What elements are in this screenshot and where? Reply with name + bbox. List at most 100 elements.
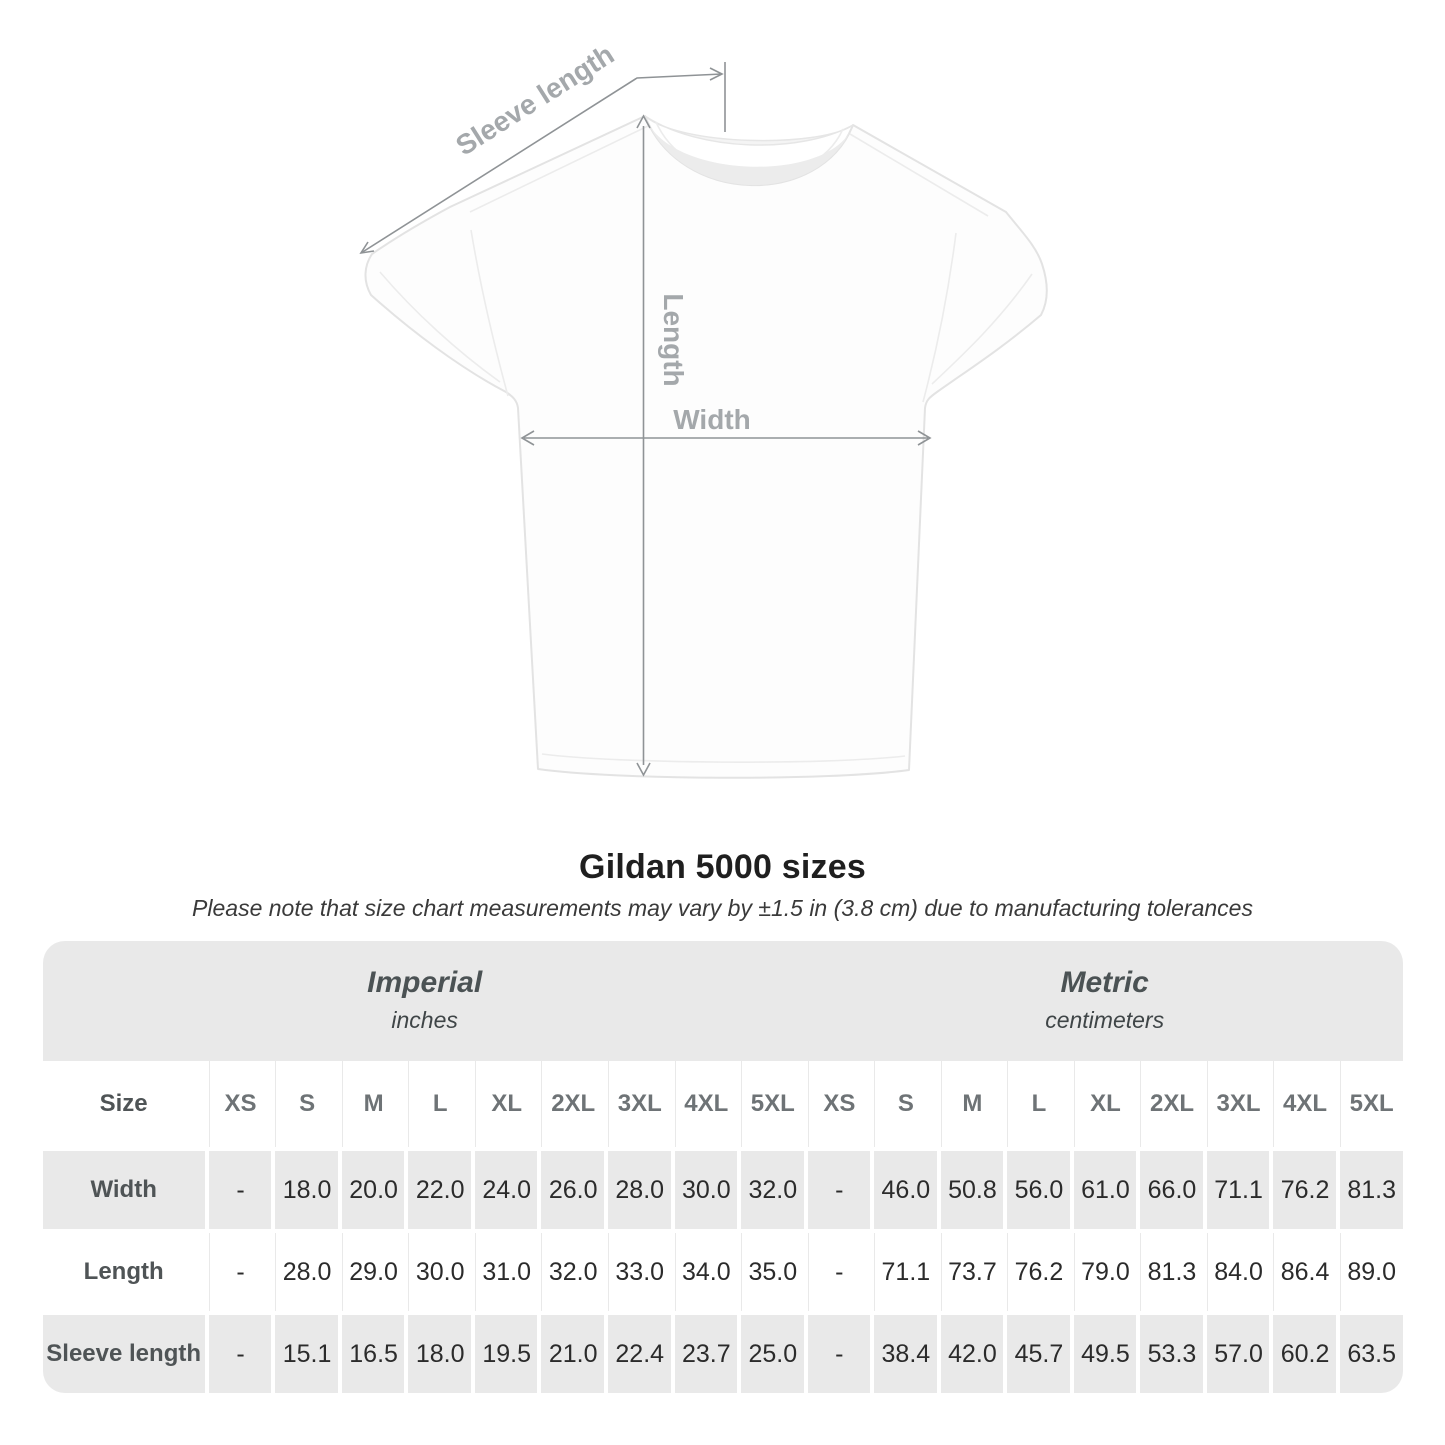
- unit-group-imperial: Imperial inches: [43, 941, 807, 1061]
- value-cell: 34.0: [674, 1233, 738, 1311]
- tshirt-measurement-diagram: Sleeve length Length Width: [359, 39, 1048, 779]
- value-cell: 84.0: [1206, 1233, 1270, 1311]
- metric-unit-label: centimeters: [1045, 1007, 1165, 1033]
- value-cell: 76.2: [1007, 1233, 1070, 1311]
- size-header-imperial-2xl: 2XL: [541, 1061, 604, 1147]
- value-cell: 23.7: [674, 1315, 738, 1393]
- row-label: Length: [83, 1258, 164, 1285]
- value-cell: 32.0: [741, 1151, 804, 1229]
- value-cell: 57.0: [1206, 1315, 1270, 1393]
- value-cell: 86.4: [1273, 1233, 1336, 1311]
- row-label: Sleeve length: [42, 1315, 205, 1393]
- value-cell: 53.3: [1140, 1315, 1203, 1393]
- value-cell: 16.5: [341, 1315, 405, 1393]
- value-cell: -: [807, 1315, 871, 1393]
- value-cell: 18.0: [275, 1151, 338, 1229]
- value-cell: 49.5: [1073, 1315, 1137, 1393]
- value-cell: 32.0: [541, 1233, 604, 1311]
- value-cell: 89.0: [1339, 1233, 1403, 1311]
- size-corner-header: Size: [99, 1090, 148, 1117]
- value-cell: 19.5: [474, 1315, 538, 1393]
- page-title: Gildan 5000 sizes: [579, 848, 866, 886]
- value-cell: 22.0: [408, 1151, 471, 1229]
- value-cell: 81.3: [1339, 1151, 1403, 1229]
- tshirt-collar-seam: [655, 121, 844, 179]
- size-table: Size XS S M L XL 2XL 3XL 4XL 5XL XS S M …: [42, 1057, 1403, 1393]
- tshirt-neck-opening: [645, 116, 853, 186]
- size-header-metric-xl: XL: [1073, 1061, 1137, 1147]
- size-header-metric-m: M: [940, 1061, 1004, 1147]
- value-cell: 28.0: [275, 1233, 338, 1311]
- value-cell: 21.0: [541, 1315, 604, 1393]
- length-label: Length: [658, 293, 689, 386]
- value-cell: 50.8: [940, 1151, 1004, 1229]
- unit-group-metric: Metric centimeters: [807, 941, 1403, 1061]
- tolerance-note: Please note that size chart measurements…: [192, 895, 1253, 921]
- size-header-imperial-xs: XS: [208, 1061, 272, 1147]
- size-header-imperial-xl: XL: [474, 1061, 538, 1147]
- size-header-metric-4xl: 4XL: [1273, 1061, 1336, 1147]
- value-cell: 18.0: [408, 1315, 471, 1393]
- tshirt-left-cuff-seam: [379, 271, 501, 383]
- value-cell: 25.0: [741, 1315, 804, 1393]
- tshirt-right-cuff-seam: [931, 273, 1033, 385]
- value-cell: 31.0: [474, 1233, 538, 1311]
- size-header-imperial-5xl: 5XL: [741, 1061, 804, 1147]
- value-cell: -: [208, 1315, 272, 1393]
- value-cell: 28.0: [607, 1151, 671, 1229]
- tshirt-illustration: Sleeve length Length Width: [359, 39, 1048, 779]
- width-label: Width: [673, 404, 751, 435]
- value-cell: 38.4: [874, 1315, 937, 1393]
- tshirt-back-collar: [644, 115, 854, 146]
- tshirt-right-shoulder-seam: [849, 133, 989, 217]
- value-cell: 15.1: [275, 1315, 338, 1393]
- table-row-width: Width - 18.0 20.0 22.0 24.0 26.0 28.0 30…: [42, 1151, 1403, 1229]
- value-cell: 81.3: [1140, 1233, 1203, 1311]
- value-cell: 60.2: [1273, 1315, 1336, 1393]
- tshirt-body: [364, 115, 1048, 779]
- size-header-metric-3xl: 3XL: [1206, 1061, 1270, 1147]
- size-header-metric-l: L: [1007, 1061, 1070, 1147]
- imperial-label: Imperial: [367, 966, 483, 999]
- value-cell: 56.0: [1007, 1151, 1070, 1229]
- size-header-metric-2xl: 2XL: [1140, 1061, 1203, 1147]
- value-cell: 29.0: [341, 1233, 405, 1311]
- unit-band: Imperial inches Metric centimeters: [42, 941, 1403, 1061]
- tshirt-hem-seam: [541, 753, 906, 763]
- size-header-metric-s: S: [874, 1061, 937, 1147]
- value-cell: -: [208, 1233, 272, 1311]
- value-cell: 24.0: [474, 1151, 538, 1229]
- row-label: Width: [42, 1151, 205, 1229]
- value-cell: 35.0: [741, 1233, 804, 1311]
- value-cell: 71.1: [874, 1233, 937, 1311]
- value-cell: -: [807, 1151, 871, 1229]
- value-cell: 61.0: [1073, 1151, 1137, 1229]
- value-cell: 45.7: [1007, 1315, 1070, 1393]
- table-row-sleeve-length: Sleeve length - 15.1 16.5 18.0 19.5 21.0…: [42, 1315, 1403, 1393]
- tshirt-left-sleeve-seam: [470, 229, 509, 397]
- value-cell: 42.0: [940, 1315, 1004, 1393]
- value-cell: 66.0: [1140, 1151, 1203, 1229]
- value-cell: 76.2: [1273, 1151, 1336, 1229]
- value-cell: 30.0: [408, 1233, 471, 1311]
- width-dimension-line: [520, 430, 932, 446]
- size-header-imperial-3xl: 3XL: [607, 1061, 671, 1147]
- tshirt-right-sleeve-seam: [922, 232, 957, 403]
- heading-block: Gildan 5000 sizes Please note that size …: [0, 846, 1445, 923]
- size-header-imperial-s: S: [275, 1061, 338, 1147]
- size-header-row: Size XS S M L XL 2XL 3XL 4XL 5XL XS S M …: [43, 1061, 1403, 1147]
- size-header-imperial-l: L: [408, 1061, 471, 1147]
- sleeve-length-dimension-line: [359, 62, 726, 255]
- value-cell: 30.0: [674, 1151, 738, 1229]
- metric-label: Metric: [1060, 966, 1149, 999]
- size-header-imperial-m: M: [341, 1061, 405, 1147]
- value-cell: -: [807, 1233, 871, 1311]
- value-cell: 22.4: [607, 1315, 671, 1393]
- size-header-metric-xs: XS: [807, 1061, 871, 1147]
- value-cell: -: [208, 1151, 272, 1229]
- size-chart-card: Imperial inches Metric centimeters Size …: [42, 941, 1403, 1393]
- value-cell: 79.0: [1073, 1233, 1137, 1311]
- table-row-length: Length - 28.0 29.0 30.0 31.0 32.0 33.0 3…: [43, 1233, 1403, 1311]
- value-cell: 63.5: [1339, 1315, 1403, 1393]
